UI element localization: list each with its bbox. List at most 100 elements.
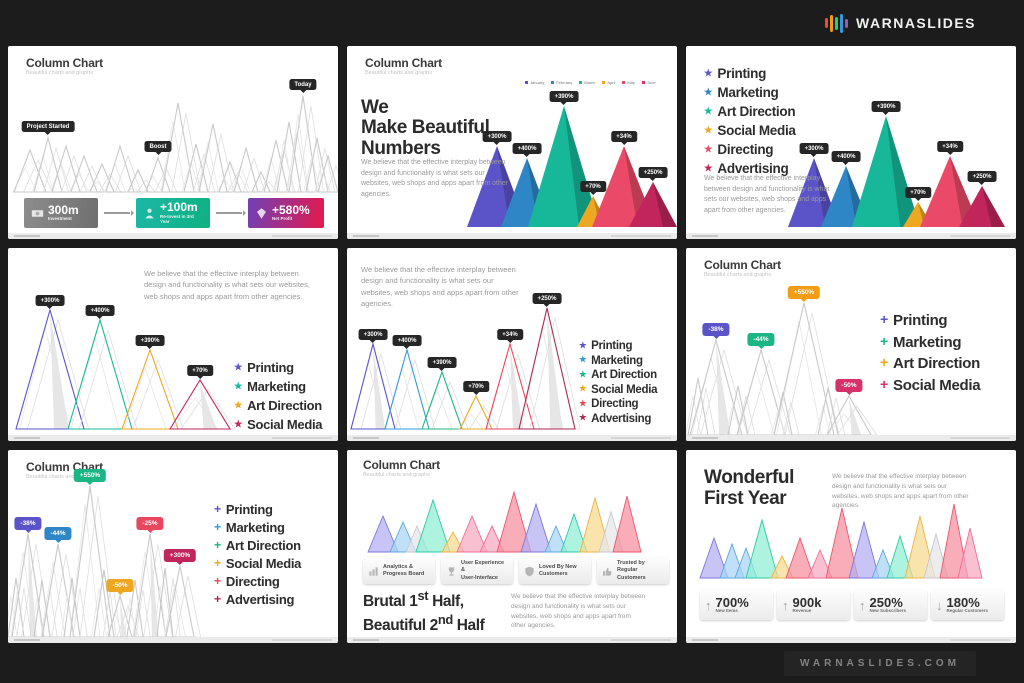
month-legend-item: January [525, 80, 544, 85]
star-icon: ★ [234, 399, 243, 410]
shield-icon [524, 566, 535, 577]
slide-thumbnail-3[interactable]: ★ Printing ★ Marketing ★ Art Direction ★ Social… [686, 46, 1016, 239]
slide-heading: Wonderful First Year [704, 467, 794, 510]
slide-title: Column Chart [704, 258, 781, 272]
slide-footer [347, 637, 677, 643]
chart-marker: +390% [135, 335, 165, 349]
marker-tail [589, 192, 596, 195]
month-label: April [607, 80, 616, 85]
feature-card: User Experience & User-Interface [441, 558, 513, 584]
stat-card: ↑ 900k Revenue [777, 590, 850, 620]
month-label: March [584, 80, 596, 85]
star-icon: ★ [579, 384, 587, 394]
marker-tail [176, 562, 183, 565]
marker-tail [196, 376, 203, 379]
right-arrow-icon [216, 210, 246, 215]
chart-marker: +70% [580, 181, 606, 195]
stat-value: 700% [715, 594, 749, 610]
marker-tail [46, 306, 53, 309]
chart-legend: ★ Printing ★ Marketing ★ Art Direction ★ Social… [234, 360, 323, 432]
down-arrow-icon: ↓ [936, 597, 943, 613]
legend-item: ★ Advertising [579, 413, 657, 425]
slide-thumbnail-5[interactable]: We believe that the effective interplay … [347, 248, 677, 441]
slide-footer [8, 637, 338, 643]
trophy-icon [446, 566, 457, 577]
slide-subtitle: Beautiful charts and graphs [363, 472, 430, 478]
marker-tail [506, 340, 513, 343]
slide-footer [686, 637, 1016, 643]
legend-dot-icon [641, 81, 645, 84]
marker-tail [946, 152, 953, 155]
chart-marker: Project Started [21, 121, 75, 135]
stat-text: 250% New Subscribers [870, 596, 907, 615]
chart-marker: +400% [831, 151, 861, 165]
legend-item: + Marketing [214, 520, 301, 535]
legend-label: Art Direction [225, 538, 301, 553]
plus-icon: + [214, 520, 221, 535]
star-icon: ★ [579, 355, 587, 365]
kpi-text: +100m Re-Invest in 3rd Year [160, 201, 203, 224]
slide-thumbnail-9[interactable]: Wonderful First Year We believe that the… [686, 450, 1016, 643]
up-arrow-icon: ↑ [782, 597, 789, 613]
legend-item: + Directing [214, 574, 301, 589]
stat-text: 900k Revenue [793, 596, 822, 615]
month-legend-item: May [622, 80, 635, 85]
marker-tail [493, 142, 500, 145]
pastel-chart [699, 503, 983, 579]
legend-item: ★ Social Media [234, 417, 323, 432]
legend-item: ★ Printing [579, 340, 657, 352]
legend-label: Art Direction [893, 355, 980, 372]
brand-logo[interactable]: WARNASLIDES [825, 13, 976, 33]
feature-card-label: Analytics & Progress Board [383, 563, 425, 577]
marker-tail [842, 162, 849, 165]
slide-thumbnail-2[interactable]: Column Chart Beautiful charts and graphs… [347, 46, 677, 239]
legend-item: ★ Directing [579, 398, 657, 410]
chart-marker: +300% [358, 329, 388, 343]
legend-item: + Social Media [880, 377, 981, 394]
legend-label: Art Direction [591, 369, 657, 381]
legend-label: Printing [591, 340, 633, 352]
site-link[interactable]: WARNASLIDES.COM [784, 650, 976, 676]
legend-dot-icon [602, 81, 606, 84]
month-legend-item: April [602, 80, 615, 85]
logo-bar [825, 18, 829, 28]
marker-tail [403, 346, 410, 349]
heading-line: We [361, 97, 389, 118]
legend-item: ★ Social Media [579, 383, 658, 396]
marker-tail [369, 340, 376, 343]
slide-footer [8, 435, 338, 441]
stat-value: 180% [946, 594, 980, 610]
legend-item: ★ Printing [704, 66, 796, 81]
chart-marker: +70% [187, 365, 213, 379]
legend-label: Printing [225, 502, 273, 517]
slide-thumbnail-1[interactable]: Column Chart Beautiful charts and graphs… [8, 46, 338, 239]
column-chart [467, 106, 677, 227]
slide-subtitle: Beautiful charts and graphs [26, 70, 93, 76]
kpi-label: Net Profit [272, 216, 293, 222]
month-legend-item: June [641, 80, 656, 85]
chart-marker: +300% [799, 143, 829, 157]
legend-item: + Advertising [214, 592, 301, 607]
kpi-label: Re-Invest in 3rd Year [160, 213, 194, 224]
slide-thumbnail-7[interactable]: Column Chart Beautiful charts and graphs… [8, 450, 338, 643]
slide-thumbnail-6[interactable]: Column Chart Beautiful charts and graphs… [686, 248, 1016, 441]
stat-text: 180% Regular Customers [947, 596, 989, 615]
slide-title: Column Chart [363, 458, 440, 472]
star-icon: ★ [234, 380, 243, 391]
month-legend: January February March April May June [525, 80, 656, 85]
slide-thumbnail-8[interactable]: Column Chart Beautiful charts and graphs… [347, 450, 677, 643]
slide-thumbnail-4[interactable]: We believe that the effective interplay … [8, 248, 338, 441]
star-icon: ★ [579, 398, 587, 408]
chart-legend: ★ Printing ★ Marketing ★ Art Direction ★ Social… [579, 340, 658, 425]
chart-marker: -38% [14, 517, 42, 533]
legend-label: Advertising [717, 161, 789, 176]
star-icon: ★ [579, 369, 587, 379]
logo-bar [840, 13, 844, 33]
stat-label: Regular Customers [946, 608, 989, 614]
feature-card: Loved By New Customers [519, 558, 591, 584]
slide-footer [347, 233, 677, 239]
star-icon: ★ [579, 340, 587, 350]
marker-tail [560, 102, 567, 105]
legend-label: Directing [225, 574, 280, 589]
legend-label: Social Media [591, 383, 658, 396]
